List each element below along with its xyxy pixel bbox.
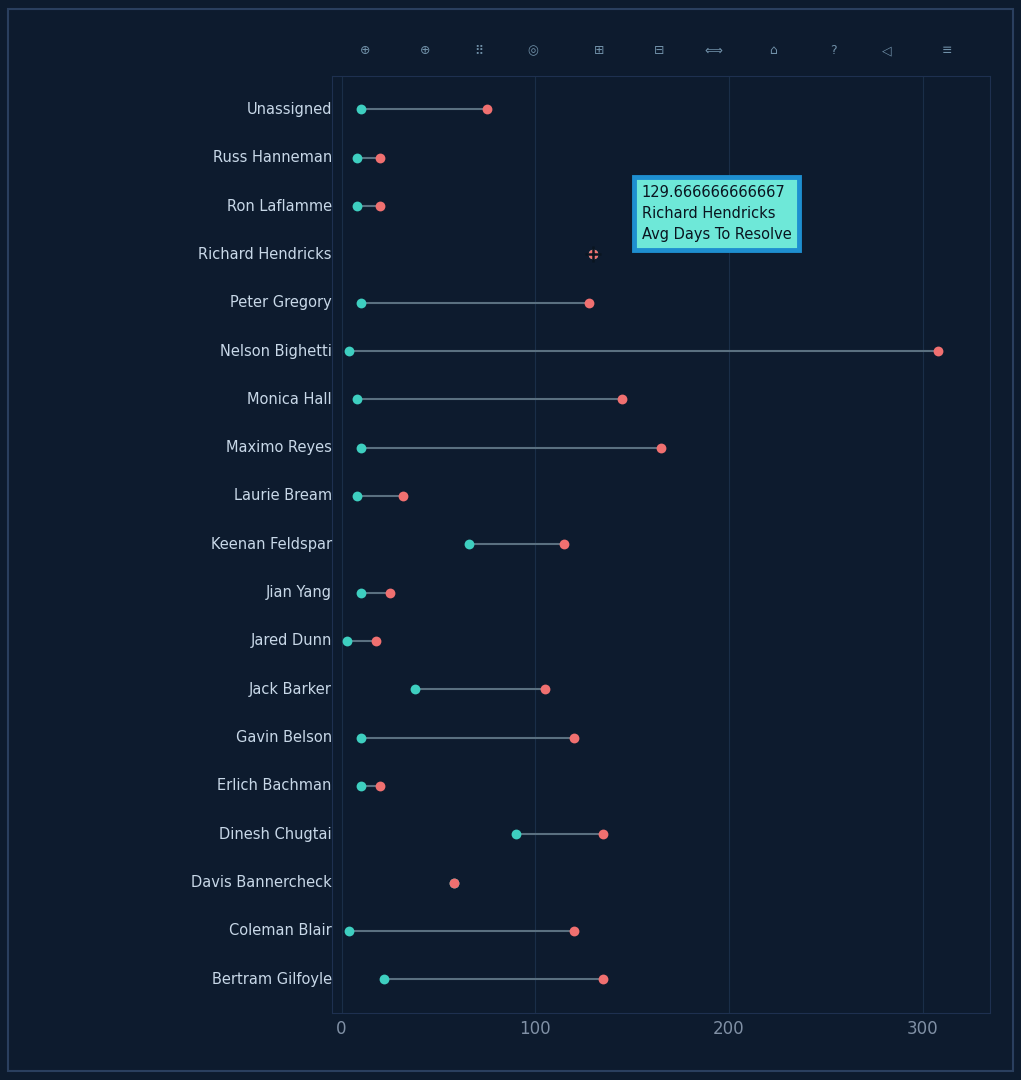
Point <box>352 584 369 602</box>
Point <box>349 198 366 215</box>
Text: ≡: ≡ <box>941 44 953 57</box>
Text: Davis Bannercheck: Davis Bannercheck <box>191 875 332 890</box>
Text: ?: ? <box>830 44 836 57</box>
Text: ◎: ◎ <box>527 44 538 57</box>
Text: Coleman Blair: Coleman Blair <box>229 923 332 939</box>
Point <box>341 342 357 360</box>
Point <box>352 440 369 457</box>
Point <box>446 874 463 891</box>
Point <box>382 584 398 602</box>
Point <box>566 922 582 940</box>
Text: Bertram Gilfoyle: Bertram Gilfoyle <box>211 972 332 987</box>
Point <box>930 342 946 360</box>
Point <box>479 100 495 118</box>
Text: ⊞: ⊞ <box>594 44 604 57</box>
Text: Laurie Bream: Laurie Bream <box>234 488 332 503</box>
Text: Dinesh Chugtai: Dinesh Chugtai <box>220 827 332 841</box>
Point <box>372 198 388 215</box>
Point <box>349 149 366 166</box>
Point <box>352 729 369 746</box>
Point <box>446 874 463 891</box>
Text: ⊕: ⊕ <box>421 44 431 57</box>
Point <box>349 487 366 504</box>
Point <box>585 246 601 264</box>
Text: ⟺: ⟺ <box>704 44 722 57</box>
Text: Keenan Feldspar: Keenan Feldspar <box>210 537 332 552</box>
Text: ⊟: ⊟ <box>654 44 665 57</box>
Text: Monica Hall: Monica Hall <box>247 392 332 407</box>
Text: Russ Hanneman: Russ Hanneman <box>212 150 332 165</box>
Point <box>595 971 612 988</box>
Point <box>585 246 601 264</box>
Text: Ron Laflamme: Ron Laflamme <box>227 199 332 214</box>
Point <box>615 391 631 408</box>
Text: ⊕: ⊕ <box>360 44 371 57</box>
Point <box>352 778 369 795</box>
Point <box>407 680 424 698</box>
Text: ⠿: ⠿ <box>475 44 484 57</box>
Text: Erlich Bachman: Erlich Bachman <box>217 779 332 794</box>
Text: ◁: ◁ <box>882 44 891 57</box>
Text: Jack Barker: Jack Barker <box>249 681 332 697</box>
Point <box>369 632 385 649</box>
Point <box>653 440 670 457</box>
Point <box>507 825 524 842</box>
Point <box>581 294 597 311</box>
Point <box>376 971 392 988</box>
Text: Gavin Belson: Gavin Belson <box>236 730 332 745</box>
Point <box>566 729 582 746</box>
Text: Peter Gregory: Peter Gregory <box>230 295 332 310</box>
Text: Jian Yang: Jian Yang <box>265 585 332 600</box>
Text: ⌂: ⌂ <box>769 44 777 57</box>
Point <box>395 487 411 504</box>
Text: Jared Dunn: Jared Dunn <box>250 634 332 648</box>
Point <box>372 778 388 795</box>
Text: Unassigned: Unassigned <box>246 102 332 117</box>
Point <box>595 825 612 842</box>
Point <box>352 100 369 118</box>
Point <box>339 632 355 649</box>
Text: Nelson Bighetti: Nelson Bighetti <box>220 343 332 359</box>
Point <box>556 536 573 553</box>
Point <box>341 922 357 940</box>
Point <box>352 294 369 311</box>
Point <box>372 149 388 166</box>
Text: Maximo Reyes: Maximo Reyes <box>226 441 332 455</box>
Text: Richard Hendricks: Richard Hendricks <box>198 247 332 261</box>
Point <box>349 391 366 408</box>
Point <box>537 680 553 698</box>
Text: 129.666666666667
Richard Hendricks
Avg Days To Resolve: 129.666666666667 Richard Hendricks Avg D… <box>642 185 791 242</box>
Point <box>461 536 478 553</box>
